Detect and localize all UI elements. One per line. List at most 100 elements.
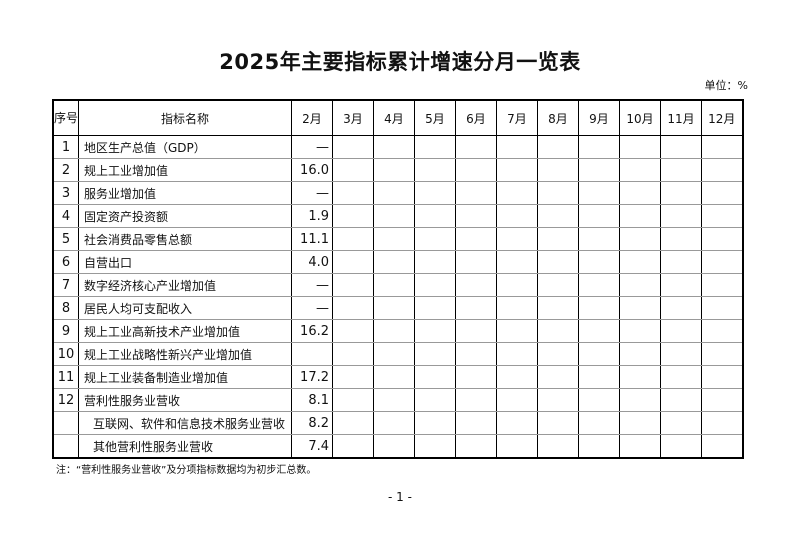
row-month-value bbox=[373, 319, 415, 343]
row-month-value bbox=[619, 250, 661, 274]
row-month-value bbox=[496, 319, 538, 343]
row-month-value bbox=[373, 411, 415, 435]
table-row: 7 数字经济核心产业增加值 — bbox=[52, 273, 743, 297]
row-month-value bbox=[578, 135, 620, 159]
table-row: 10 规上工业战略性新兴产业增加值 bbox=[52, 342, 743, 366]
row-month-value bbox=[332, 296, 374, 320]
row-month-value bbox=[701, 158, 743, 182]
row-month-value bbox=[578, 411, 620, 435]
table-row: 2 规上工业增加值 16.0 bbox=[52, 158, 743, 182]
row-month-value bbox=[496, 273, 538, 297]
row-month-value bbox=[660, 365, 702, 389]
row-feb-value: 8.1 bbox=[291, 388, 333, 412]
row-month-value bbox=[496, 342, 538, 366]
row-month-value bbox=[373, 342, 415, 366]
row-seq: 5 bbox=[52, 227, 79, 251]
row-seq bbox=[52, 434, 79, 459]
row-seq: 7 bbox=[52, 273, 79, 297]
row-month-value bbox=[660, 411, 702, 435]
row-month-value bbox=[414, 319, 456, 343]
row-month-value bbox=[537, 411, 579, 435]
row-month-value bbox=[578, 204, 620, 228]
row-month-value bbox=[414, 342, 456, 366]
row-month-value bbox=[414, 434, 456, 459]
row-month-value bbox=[496, 227, 538, 251]
row-month-value bbox=[619, 204, 661, 228]
row-month-value bbox=[414, 296, 456, 320]
row-month-value bbox=[496, 296, 538, 320]
row-name: 规上工业增加值 bbox=[78, 158, 292, 182]
row-seq: 8 bbox=[52, 296, 79, 320]
page-number: - 1 - bbox=[388, 490, 412, 504]
row-seq: 6 bbox=[52, 250, 79, 274]
row-month-value bbox=[701, 365, 743, 389]
row-month-value bbox=[537, 250, 579, 274]
row-month-value bbox=[701, 135, 743, 159]
row-month-value bbox=[373, 250, 415, 274]
row-month-value bbox=[619, 273, 661, 297]
row-month-value bbox=[578, 434, 620, 459]
row-month-value bbox=[537, 135, 579, 159]
row-month-value bbox=[496, 181, 538, 205]
row-month-value bbox=[660, 296, 702, 320]
row-month-value bbox=[332, 158, 374, 182]
table-row: 4 固定资产投资额 1.9 bbox=[52, 204, 743, 228]
row-month-value bbox=[701, 388, 743, 412]
row-feb-value: 11.1 bbox=[291, 227, 333, 251]
row-month-value bbox=[455, 342, 497, 366]
row-month-value bbox=[578, 296, 620, 320]
row-month-value bbox=[373, 388, 415, 412]
row-name: 规上工业装备制造业增加值 bbox=[78, 365, 292, 389]
row-month-value bbox=[373, 227, 415, 251]
row-name: 规上工业战略性新兴产业增加值 bbox=[78, 342, 292, 366]
row-name: 互联网、软件和信息技术服务业营收 bbox=[78, 411, 292, 435]
header-month: 2月 bbox=[291, 99, 333, 136]
header-month: 3月 bbox=[332, 99, 374, 136]
row-month-value bbox=[578, 273, 620, 297]
row-month-value bbox=[701, 227, 743, 251]
row-month-value bbox=[701, 411, 743, 435]
row-month-value bbox=[660, 158, 702, 182]
row-month-value bbox=[496, 135, 538, 159]
row-month-value bbox=[373, 434, 415, 459]
row-month-value bbox=[619, 135, 661, 159]
row-month-value bbox=[414, 273, 456, 297]
row-seq: 4 bbox=[52, 204, 79, 228]
row-name: 服务业增加值 bbox=[78, 181, 292, 205]
row-month-value bbox=[496, 365, 538, 389]
row-month-value bbox=[332, 434, 374, 459]
row-month-value bbox=[414, 204, 456, 228]
row-seq: 3 bbox=[52, 181, 79, 205]
row-name: 规上工业高新技术产业增加值 bbox=[78, 319, 292, 343]
row-month-value bbox=[332, 135, 374, 159]
row-month-value bbox=[373, 365, 415, 389]
row-month-value bbox=[537, 296, 579, 320]
row-seq: 1 bbox=[52, 135, 79, 159]
table-row: 12 营利性服务业营收 8.1 bbox=[52, 388, 743, 412]
row-month-value bbox=[414, 411, 456, 435]
row-month-value bbox=[373, 158, 415, 182]
row-month-value bbox=[455, 296, 497, 320]
row-month-value bbox=[414, 181, 456, 205]
row-month-value bbox=[537, 365, 579, 389]
row-month-value bbox=[455, 273, 497, 297]
row-month-value bbox=[414, 227, 456, 251]
row-month-value bbox=[455, 227, 497, 251]
row-month-value bbox=[537, 181, 579, 205]
row-month-value bbox=[496, 388, 538, 412]
row-month-value bbox=[701, 181, 743, 205]
row-month-value bbox=[578, 319, 620, 343]
row-month-value bbox=[332, 411, 374, 435]
row-name: 社会消费品零售总额 bbox=[78, 227, 292, 251]
row-month-value bbox=[496, 250, 538, 274]
row-month-value bbox=[578, 181, 620, 205]
row-month-value bbox=[537, 319, 579, 343]
row-month-value bbox=[701, 204, 743, 228]
row-name: 地区生产总值（GDP） bbox=[78, 135, 292, 159]
row-month-value bbox=[660, 319, 702, 343]
row-month-value bbox=[701, 342, 743, 366]
row-feb-value: — bbox=[291, 273, 333, 297]
header-row: 序号 指标名称 2月 3月 4月 5月 6月 7月 8月 9月 10月 11月 12月 bbox=[52, 99, 743, 136]
table-row: 9 规上工业高新技术产业增加值 16.2 bbox=[52, 319, 743, 343]
row-seq: 2 bbox=[52, 158, 79, 182]
